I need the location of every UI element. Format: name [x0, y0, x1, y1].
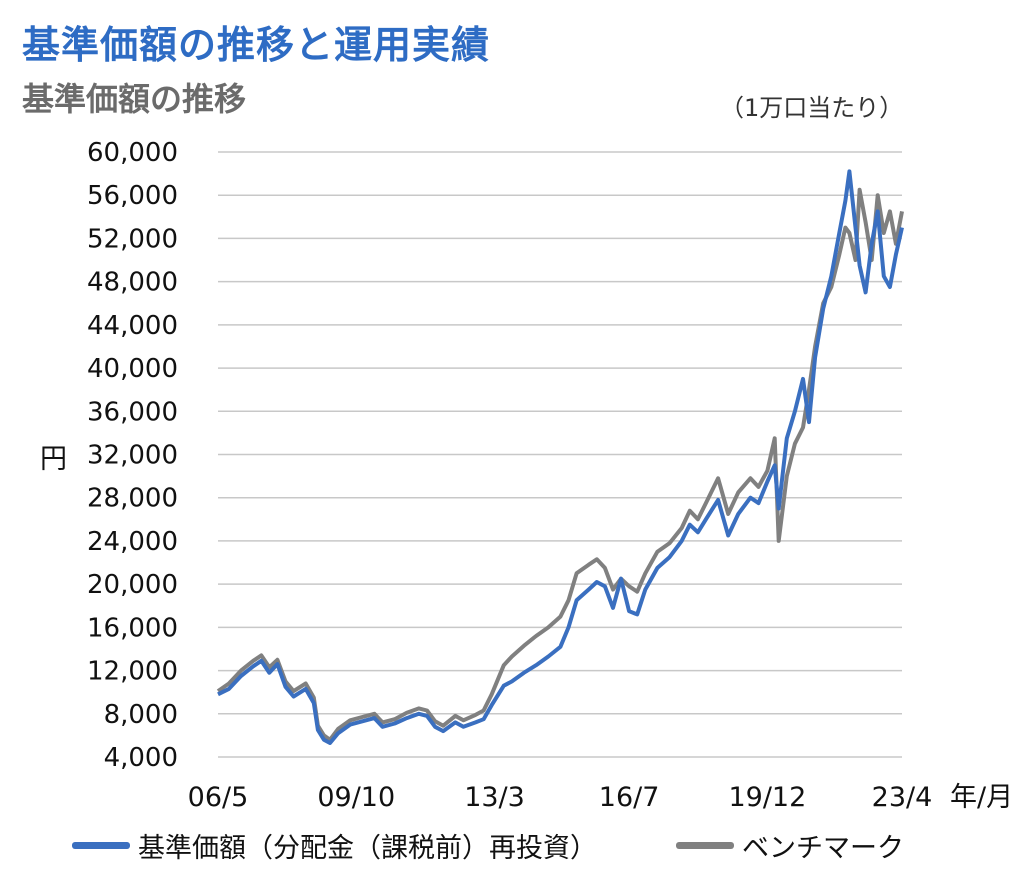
- page-title: 基準価額の推移と運用実績: [22, 23, 491, 67]
- y-axis-label: 円: [40, 444, 67, 475]
- y-tick-label: 16,000: [87, 613, 178, 643]
- y-tick-labels: 60,000 56,000 52,000 48,000 44,000 40,000 36,0…: [87, 138, 178, 773]
- y-tick-label: 12,000: [87, 657, 178, 687]
- x-tick-label: 09/10: [317, 782, 395, 813]
- x-tick-label: 06/5: [188, 782, 249, 813]
- x-tick-label: 23/4: [872, 782, 933, 813]
- y-tick-label: 48,000: [87, 268, 178, 298]
- y-tick-label: 44,000: [87, 311, 178, 341]
- x-axis-label: 年/月: [950, 782, 1013, 813]
- x-tick-label: 19/12: [728, 782, 806, 813]
- y-tick-label: 52,000: [87, 224, 178, 254]
- grid-lines: [218, 151, 902, 758]
- y-tick-label: 40,000: [87, 354, 178, 384]
- x-tick-labels: 06/5 09/10 13/3 16/7 19/12 23/4: [188, 782, 933, 813]
- y-tick-label: 24,000: [87, 527, 178, 557]
- y-tick-label: 8,000: [104, 700, 178, 730]
- series-line-benchmark: [216, 187, 904, 742]
- series-group: [216, 169, 904, 745]
- x-tick-label: 13/3: [464, 782, 525, 813]
- y-tick-label: 28,000: [87, 484, 178, 514]
- y-tick-label: 32,000: [87, 441, 178, 471]
- legend-swatch-nav: [72, 841, 130, 849]
- y-tick-label: 60,000: [87, 138, 178, 168]
- y-tick-label: 56,000: [87, 181, 178, 211]
- legend-swatch-benchmark: [676, 841, 734, 849]
- y-tick-label: 20,000: [87, 570, 178, 600]
- unit-note: （1万口当たり）: [720, 94, 904, 122]
- series-line-nav: [217, 169, 904, 745]
- legend-label-benchmark: ベンチマーク: [742, 832, 904, 864]
- legend-label-nav: 基準価額（分配金（課税前）再投資）: [138, 832, 597, 864]
- legend-item-benchmark: ベンチマーク: [676, 825, 904, 865]
- y-tick-label: 4,000: [104, 743, 178, 773]
- x-tick-label: 16/7: [599, 782, 660, 813]
- y-tick-label: 36,000: [87, 397, 178, 427]
- chart-subtitle: 基準価額の推移: [22, 80, 247, 118]
- legend-item-nav: 基準価額（分配金（課税前）再投資）: [72, 825, 597, 865]
